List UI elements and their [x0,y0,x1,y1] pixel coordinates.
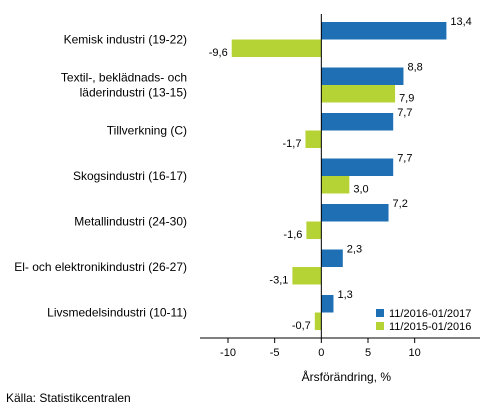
x-tick-label: 10 [409,347,421,359]
bar-series1 [321,295,334,313]
bar-series2 [292,267,322,285]
category-label: El- och elektronikindustri (26-27) [14,260,187,274]
x-axis: -10 -5 0 5 10 [200,14,480,359]
x-tick-label: -10 [220,347,236,359]
bar-series1 [321,204,389,222]
x-tick-label: 5 [365,347,371,359]
bar-series2 [306,221,322,239]
value-label: -1,7 [282,138,301,150]
legend-label: 11/2016-01/2017 [389,308,471,320]
source-note: Källa: Statistikcentralen [6,391,131,405]
value-label: 8,8 [407,62,422,74]
legend-swatch [376,322,384,330]
bar-series1 [321,249,343,267]
value-label: 2,3 [347,244,362,256]
bar-series1 [321,113,394,131]
bar-series2 [321,85,396,103]
category-label: Metallindustri (24-30) [74,215,187,229]
value-label: 13,4 [450,16,471,28]
bar-series2 [231,39,322,57]
category-label: Skogsindustri (16-17) [73,169,187,183]
legend-label: 11/2015-01/2016 [389,321,471,333]
category-label: Textil-, beklädnads- och [61,71,187,85]
category-labels: Kemisk industri (19-22) Textil-, beklädna… [14,33,187,320]
bars-layer [231,22,447,330]
value-label: 7,7 [397,107,412,119]
x-axis-title: Årsförändring, % [302,369,392,384]
value-labels: 13,4 -9,6 8,8 7,9 7,7 -1,7 7,7 3,0 7,2 -1,6 2,3 -3,… [209,16,472,332]
category-label: Kemisk industri (19-22) [64,33,187,47]
value-label: 3,0 [353,184,368,196]
bar-series1 [321,158,394,176]
value-label: 7,9 [399,93,414,105]
value-label: 7,7 [397,153,412,165]
value-label: 7,2 [393,198,408,210]
bar-series1 [321,67,404,85]
x-tick-label: -5 [270,347,280,359]
value-label: -1,6 [283,229,302,241]
bar-series2 [321,176,350,194]
value-label: -9,6 [209,47,228,59]
bar-series2 [314,312,322,330]
value-label: -3,1 [269,275,288,287]
category-label: Livsmedelsindustri (10-11) [47,306,187,320]
x-tick-label: 0 [318,347,324,359]
category-label: Tillverkning (C) [107,124,187,138]
bar-series2 [305,130,322,148]
category-label: läderindustri (13-15) [80,86,187,100]
legend-swatch [376,309,384,317]
value-label: -0,7 [292,320,311,332]
value-label: 1,3 [337,289,352,301]
bar-series1 [321,22,447,40]
